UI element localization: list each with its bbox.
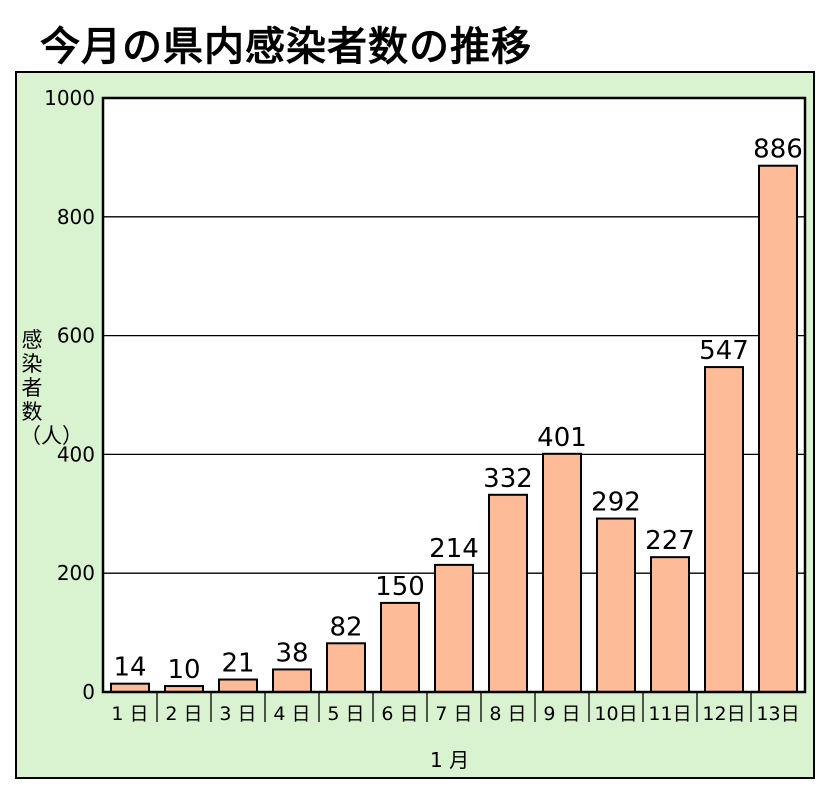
bar-6: [380, 601, 420, 694]
data-label: 401: [537, 423, 587, 453]
chart-title: 今月の県内感染者数の推移: [40, 24, 532, 70]
y-tick-label: 1000: [44, 86, 95, 110]
data-label: 332: [483, 464, 533, 494]
x-tick-label: 11日: [648, 703, 691, 725]
y-tick-label: 800: [57, 205, 95, 229]
y-tick-label: 400: [57, 442, 95, 466]
y-tick-label: 200: [57, 561, 95, 585]
bar-3: [218, 678, 258, 694]
data-label: 227: [645, 526, 695, 556]
data-label: 10: [167, 655, 200, 685]
data-label: 214: [429, 534, 479, 564]
data-label: 21: [221, 649, 254, 679]
x-tick-label: 3 日: [219, 703, 256, 725]
bar-10: [596, 517, 636, 693]
y-axis-label: 感染者数（人）: [20, 328, 83, 448]
x-tick-label: 8 日: [489, 703, 526, 725]
bar-11: [650, 556, 690, 693]
data-label: 82: [329, 612, 362, 642]
x-tick-label: 10日: [594, 703, 637, 725]
x-tick-label: 13日: [756, 703, 799, 725]
bar-4: [272, 668, 312, 693]
data-label: 886: [753, 135, 803, 165]
x-axis-label: 1 月: [430, 748, 470, 772]
x-tick-label: 7 日: [435, 703, 472, 725]
bar-7: [434, 563, 474, 693]
bar-13: [758, 164, 798, 693]
data-label: 150: [375, 572, 425, 602]
data-label: 14: [113, 653, 146, 683]
x-tick-label: 4 日: [273, 703, 310, 725]
x-tick-label: 5 日: [327, 703, 364, 725]
plot-frame: [101, 96, 807, 694]
data-label: 547: [699, 336, 749, 366]
x-tick-label: 9 日: [543, 703, 580, 725]
x-tick-label: 12日: [702, 703, 745, 725]
bar-9: [542, 452, 582, 693]
x-tick-label: 2 日: [165, 703, 202, 725]
data-label: 292: [591, 488, 641, 518]
bar-8: [488, 493, 528, 693]
bar-12: [704, 366, 744, 693]
data-label: 38: [275, 638, 308, 668]
bar-5: [326, 642, 366, 693]
x-tick-label: 1 日: [111, 703, 148, 725]
y-tick-label: 600: [57, 324, 95, 348]
y-tick-label: 0: [82, 680, 95, 704]
x-tick-label: 6 日: [381, 703, 418, 725]
